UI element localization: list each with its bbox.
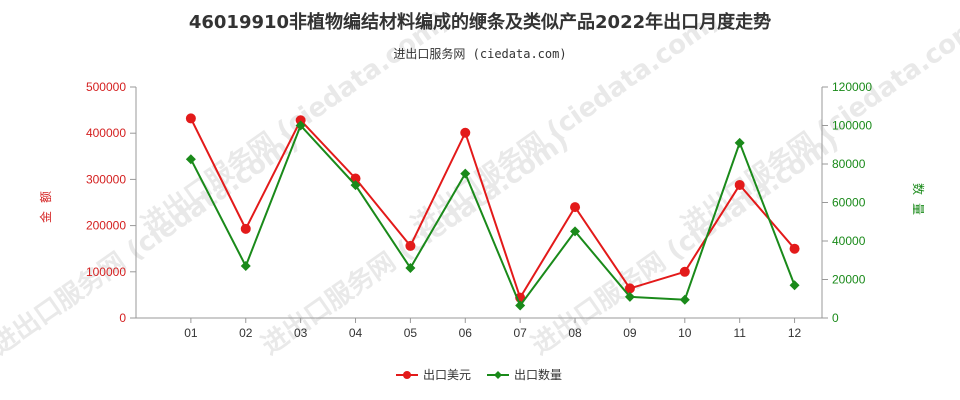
right-tick-label: 20000 (832, 273, 866, 287)
data-point (350, 173, 361, 184)
left-axis-title: 金额 (38, 183, 53, 223)
data-point (570, 202, 581, 213)
watermark-text: 进出口服务网 (ciedata.com) (136, 6, 454, 241)
left-tick-label: 500000 (86, 80, 126, 94)
left-tick-label: 200000 (86, 219, 126, 233)
right-tick-label: 0 (832, 311, 839, 325)
data-point (515, 300, 526, 311)
series-line (189, 123, 796, 308)
data-point (295, 120, 306, 131)
x-tick-label: 07 (513, 326, 527, 340)
left-tick-label: 0 (119, 311, 126, 325)
x-tick-label: 05 (404, 326, 418, 340)
legend-marker (403, 371, 411, 379)
data-point (734, 137, 745, 148)
watermark-text: 进出口服务网 (ciedata.com) (406, 6, 724, 241)
data-point (350, 180, 361, 191)
x-tick-label: 11 (733, 326, 746, 340)
series-line (189, 117, 796, 301)
legend-item: 出口美元 (396, 368, 471, 382)
x-tick-label: 04 (349, 326, 363, 340)
data-point (405, 262, 416, 273)
legend-marker (494, 371, 502, 379)
left-tick-label: 400000 (86, 126, 126, 140)
series-layer (185, 113, 800, 311)
data-point (295, 115, 306, 126)
x-tick-label: 01 (184, 326, 198, 340)
x-tick-label: 02 (239, 326, 253, 340)
data-point (185, 154, 196, 165)
right-tick-label: 100000 (832, 119, 872, 133)
data-point (460, 127, 471, 138)
series-export-quantity (185, 120, 800, 311)
right-axis-title: 数量 (911, 183, 926, 223)
x-tick-label: 08 (568, 326, 582, 340)
data-point (240, 261, 251, 272)
chart-subtitle: 进出口服务网 (ciedata.com) (393, 46, 566, 61)
left-tick-label: 100000 (86, 265, 126, 279)
right-tick-label: 80000 (832, 157, 866, 171)
legend-label: 出口美元 (423, 368, 471, 382)
data-point (789, 280, 800, 291)
x-tick-label: 09 (623, 326, 637, 340)
chart-title: 46019910非植物编结材料编成的缏条及类似产品2022年出口月度走势 (189, 11, 771, 33)
right-axis-ticks: 0 20000 40000 60000 80000 100000 120000 (822, 80, 872, 325)
data-point (240, 223, 251, 234)
data-point (460, 168, 471, 179)
x-tick-label: 10 (678, 326, 692, 340)
right-tick-label: 60000 (832, 196, 866, 210)
right-tick-label: 40000 (832, 234, 866, 248)
data-point (679, 266, 690, 277)
legend-label: 出口数量 (514, 367, 562, 382)
data-point (679, 294, 690, 305)
left-tick-label: 300000 (86, 172, 126, 186)
data-point (405, 240, 416, 251)
data-point (624, 291, 635, 302)
series-export-usd (185, 113, 800, 303)
legend-item: 出口数量 (487, 367, 562, 382)
legend: 出口美元 出口数量 (396, 367, 562, 382)
right-tick-label: 120000 (832, 80, 872, 94)
data-point (624, 283, 635, 294)
x-tick-label: 06 (459, 326, 473, 340)
left-axis-ticks: 0 100000 200000 300000 400000 500000 (86, 80, 136, 325)
data-point (789, 243, 800, 254)
x-tick-label: 12 (788, 326, 802, 340)
data-point (570, 226, 581, 237)
data-point (734, 179, 745, 190)
x-axis-ticks: 01 02 03 04 05 06 07 08 09 10 11 12 (184, 318, 802, 340)
x-tick-label: 03 (294, 326, 308, 340)
data-point (185, 113, 196, 124)
